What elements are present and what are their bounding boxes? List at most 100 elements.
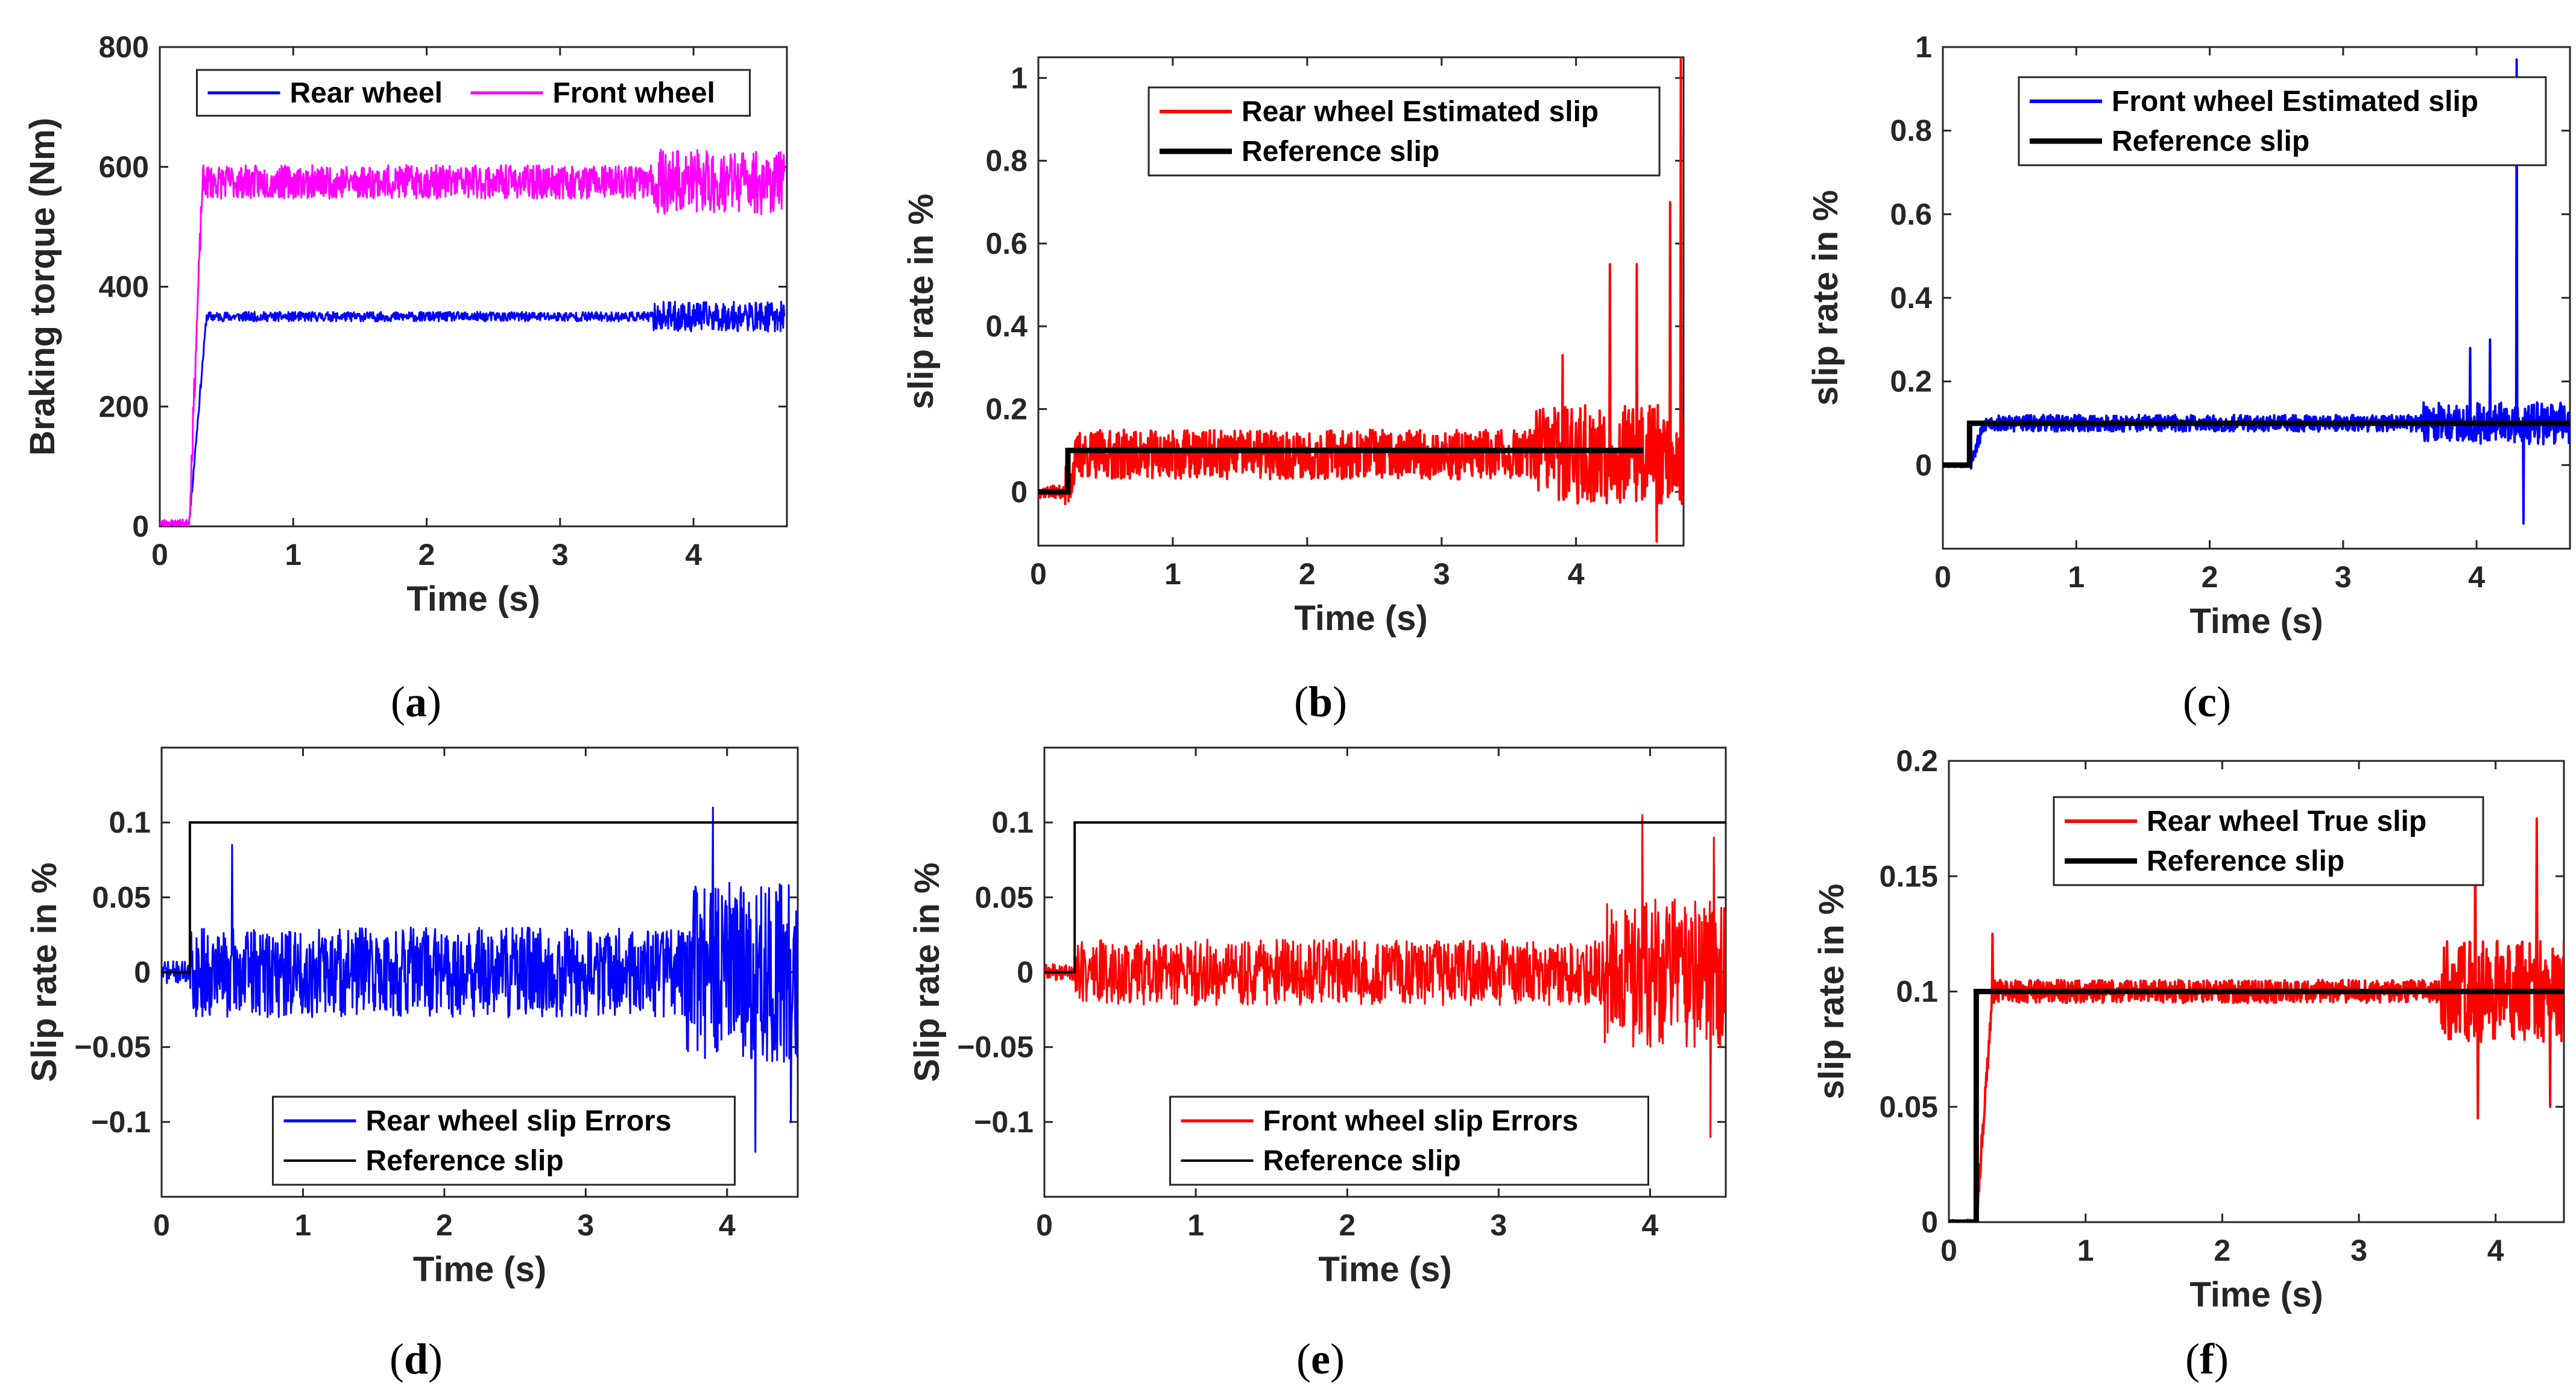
x-tick-label: 1 (295, 1208, 312, 1242)
x-axis-label: Time (s) (406, 579, 540, 619)
panel-a: 0 1 2 3 4 0 200 400 600 800 Time (s) Braking torque… (23, 30, 788, 619)
caption-d: (d) (390, 1335, 443, 1383)
y-tick-label: 0.1 (991, 806, 1034, 839)
x-tick-label: 4 (685, 538, 702, 572)
legend: Front wheel Estimated slip Reference slip (2018, 76, 2547, 166)
y-tick-label: 0.05 (975, 880, 1034, 914)
x-tick-label: 4 (1642, 1208, 1659, 1242)
y-tick-label: 1 (1915, 30, 1932, 64)
y-tick-label: 0.1 (1896, 975, 1938, 1009)
y-tick-label: 0.8 (985, 144, 1028, 178)
x-tick-label: 1 (1187, 1208, 1204, 1242)
y-tick-label: 0 (1921, 1205, 1938, 1239)
x-tick-label: 0 (151, 538, 168, 572)
x-tick-label: 3 (2335, 560, 2352, 594)
x-tick-label: 3 (1433, 557, 1450, 591)
x-tick-label: 0 (1030, 557, 1047, 591)
y-tick-label: −0.05 (74, 1030, 151, 1064)
x-tick-label: 2 (436, 1208, 453, 1242)
x-tick-label: 4 (719, 1208, 736, 1242)
legend-label: Reference slip (2147, 845, 2344, 877)
plot-area (159, 46, 788, 528)
y-tick-label: 0.05 (1880, 1090, 1938, 1124)
x-tick-label: 1 (285, 538, 301, 572)
panel-b: 0 1 2 3 4 0 0.2 0.4 0.6 0.8 1 Time (s) slip rate in … (901, 56, 1685, 638)
x-tick-label: 2 (1299, 557, 1316, 591)
legend-box (2018, 76, 2547, 166)
caption-c: (c) (2183, 678, 2231, 726)
panel-d: 0 1 2 3 4 −0.1 −0.05 0 0.05 0.1 Time (s) Slip rate … (25, 746, 799, 1289)
x-tick-label: 2 (1339, 1208, 1356, 1242)
y-tick-label: 0.1 (109, 806, 151, 839)
x-tick-label: 0 (153, 1208, 170, 1242)
y-tick-label: 0.2 (1896, 744, 1938, 778)
panel-f: 0 1 2 3 4 0 0.05 0.1 0.15 0.2 Time (s) slip rate in… (1812, 744, 2565, 1314)
y-axis-label: slip rate in % (901, 194, 941, 409)
x-tick-label: 4 (2487, 1234, 2504, 1267)
y-tick-label: 0 (1915, 448, 1932, 482)
legend-label: Reference slip (1263, 1145, 1461, 1177)
data-layer (1044, 814, 1726, 1138)
y-axis-label: Braking torque (Nm) (23, 118, 62, 456)
legend-label: Rear wheel Estimated slip (1242, 96, 1599, 128)
data-layer (162, 806, 798, 1153)
y-tick-label: 0 (134, 956, 151, 989)
reference-line (1949, 989, 2564, 1222)
legend-box (1148, 86, 1661, 177)
x-tick-label: 2 (2214, 1234, 2230, 1267)
data-layer (1943, 58, 2570, 525)
legend-box (2053, 796, 2484, 886)
legend: Rear wheel Front wheel (196, 69, 751, 117)
legend-box (1169, 1096, 1649, 1186)
y-axis-label: Slip rate in % (908, 862, 947, 1082)
series-line-0 (1951, 810, 2564, 1222)
x-tick-label: 0 (1036, 1208, 1053, 1242)
x-tick-label: 3 (552, 538, 569, 572)
panel-c: 0 1 2 3 4 0 0.2 0.4 0.6 0.8 1 Time (s) slip rate in … (1806, 30, 2571, 641)
series-line-1 (160, 148, 786, 526)
series-line-0 (160, 300, 786, 526)
caption-b: (b) (1294, 678, 1347, 726)
reference-line (1038, 447, 1644, 495)
y-tick-label: 0.6 (1890, 197, 1932, 231)
x-tick-label: 0 (1940, 1234, 1957, 1267)
y-tick-label: 1 (1011, 61, 1028, 95)
y-tick-label: 0.05 (92, 880, 151, 914)
legend-label: Rear wheel (290, 77, 443, 109)
y-tick-label: 600 (99, 150, 149, 184)
x-tick-label: 1 (2077, 1234, 2094, 1267)
x-axis-label: Time (s) (413, 1250, 546, 1289)
x-tick-label: 2 (2202, 560, 2218, 594)
x-axis-label: Time (s) (1294, 599, 1427, 638)
y-tick-label: 400 (99, 270, 149, 304)
caption-e: (e) (1296, 1335, 1345, 1383)
legend: Rear wheel Estimated slip Reference slip (1148, 86, 1661, 177)
x-tick-label: 0 (1934, 560, 1951, 594)
y-axis-label: slip rate in % (1806, 190, 1845, 406)
y-tick-label: 0.15 (1880, 859, 1938, 893)
reference-line (162, 821, 798, 974)
x-tick-label: 3 (1490, 1208, 1507, 1242)
x-tick-label: 3 (577, 1208, 594, 1242)
data-layer (160, 148, 786, 526)
y-tick-label: −0.1 (974, 1105, 1034, 1139)
reference-line (1044, 821, 1726, 974)
caption-a: (a) (391, 678, 441, 726)
y-tick-label: 0.2 (1890, 365, 1932, 399)
legend-box (272, 1096, 736, 1186)
legend-label: Reference slip (1242, 136, 1439, 168)
y-tick-label: 0.4 (985, 309, 1028, 343)
reference-line (1943, 420, 2570, 468)
legend-label: Reference slip (366, 1145, 564, 1177)
x-axis-label: Time (s) (1318, 1250, 1451, 1289)
x-axis-label: Time (s) (2189, 1275, 2323, 1314)
y-tick-label: 0 (1011, 475, 1028, 509)
y-tick-label: 0.8 (1890, 114, 1932, 148)
y-tick-label: 200 (99, 389, 149, 423)
x-tick-label: 3 (2350, 1234, 2367, 1267)
x-tick-label: 1 (1164, 557, 1181, 591)
y-tick-label: 0 (1017, 956, 1034, 989)
y-tick-label: 0.6 (985, 227, 1028, 260)
y-tick-label: 0.2 (985, 392, 1028, 426)
